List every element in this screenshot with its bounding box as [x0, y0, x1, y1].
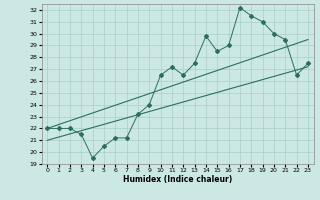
- X-axis label: Humidex (Indice chaleur): Humidex (Indice chaleur): [123, 175, 232, 184]
